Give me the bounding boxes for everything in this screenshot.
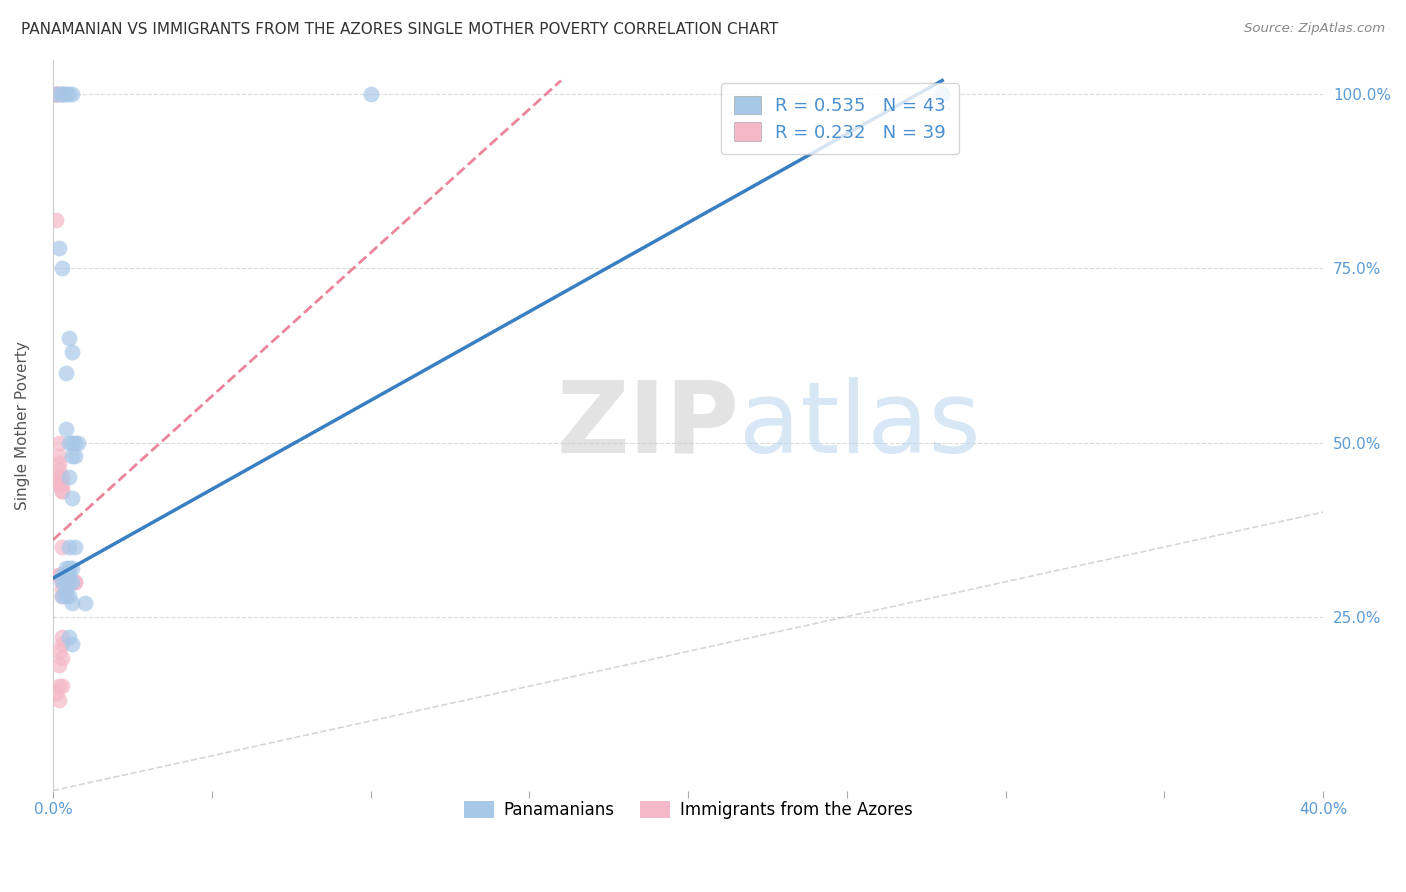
Point <box>48 477 70 491</box>
Point <box>48 87 70 102</box>
Point <box>51 484 73 499</box>
Point <box>60 574 83 589</box>
Point <box>45 87 67 102</box>
Point <box>51 679 73 693</box>
Point <box>73 596 96 610</box>
Point <box>48 567 70 582</box>
Point <box>55 366 77 380</box>
Point <box>55 567 77 582</box>
Point <box>63 574 86 589</box>
Point <box>60 491 83 506</box>
Text: atlas: atlas <box>740 376 980 474</box>
Point <box>58 331 80 345</box>
Point <box>58 561 80 575</box>
Point <box>51 582 73 596</box>
Text: ZIP: ZIP <box>555 376 740 474</box>
Point <box>58 87 80 102</box>
Point <box>60 87 83 102</box>
Point <box>51 651 73 665</box>
Point <box>51 589 73 603</box>
Point <box>48 470 70 484</box>
Point <box>51 477 73 491</box>
Point <box>45 87 67 102</box>
Point <box>48 567 70 582</box>
Point <box>63 435 86 450</box>
Point <box>45 212 67 227</box>
Point <box>51 540 73 554</box>
Point <box>51 637 73 651</box>
Point <box>48 456 70 470</box>
Point <box>48 477 70 491</box>
Point <box>60 450 83 464</box>
Point <box>58 574 80 589</box>
Point <box>51 87 73 102</box>
Point <box>48 658 70 673</box>
Point <box>55 421 77 435</box>
Point <box>48 241 70 255</box>
Legend: Panamanians, Immigrants from the Azores: Panamanians, Immigrants from the Azores <box>457 795 920 826</box>
Point <box>55 574 77 589</box>
Point <box>51 631 73 645</box>
Point <box>60 596 83 610</box>
Point <box>58 631 80 645</box>
Point <box>55 574 77 589</box>
Point <box>48 463 70 477</box>
Point <box>48 87 70 102</box>
Point <box>63 574 86 589</box>
Point <box>51 87 73 102</box>
Point <box>45 87 67 102</box>
Point <box>48 435 70 450</box>
Point <box>60 561 83 575</box>
Point <box>931 87 953 102</box>
Point <box>45 686 67 700</box>
Point <box>45 87 67 102</box>
Point <box>55 87 77 102</box>
Point <box>58 567 80 582</box>
Point <box>51 261 73 276</box>
Point <box>48 693 70 707</box>
Point <box>51 567 73 582</box>
Point <box>51 484 73 499</box>
Point <box>58 589 80 603</box>
Point <box>63 540 86 554</box>
Point <box>60 637 83 651</box>
Point <box>58 540 80 554</box>
Point <box>55 87 77 102</box>
Point <box>45 87 67 102</box>
Text: Source: ZipAtlas.com: Source: ZipAtlas.com <box>1244 22 1385 36</box>
Point <box>48 644 70 658</box>
Text: PANAMANIAN VS IMMIGRANTS FROM THE AZORES SINGLE MOTHER POVERTY CORRELATION CHART: PANAMANIAN VS IMMIGRANTS FROM THE AZORES… <box>21 22 779 37</box>
Point <box>55 561 77 575</box>
Point <box>51 574 73 589</box>
Point <box>58 435 80 450</box>
Y-axis label: Single Mother Poverty: Single Mother Poverty <box>15 341 30 509</box>
Point <box>48 679 70 693</box>
Point <box>60 435 83 450</box>
Point <box>55 589 77 603</box>
Point <box>51 470 73 484</box>
Point <box>63 450 86 464</box>
Point <box>67 435 90 450</box>
Point <box>55 589 77 603</box>
Point <box>51 574 73 589</box>
Point <box>51 87 73 102</box>
Point <box>55 574 77 589</box>
Point <box>58 470 80 484</box>
Point <box>360 87 382 102</box>
Point <box>48 450 70 464</box>
Point <box>60 345 83 359</box>
Point <box>51 589 73 603</box>
Point <box>55 582 77 596</box>
